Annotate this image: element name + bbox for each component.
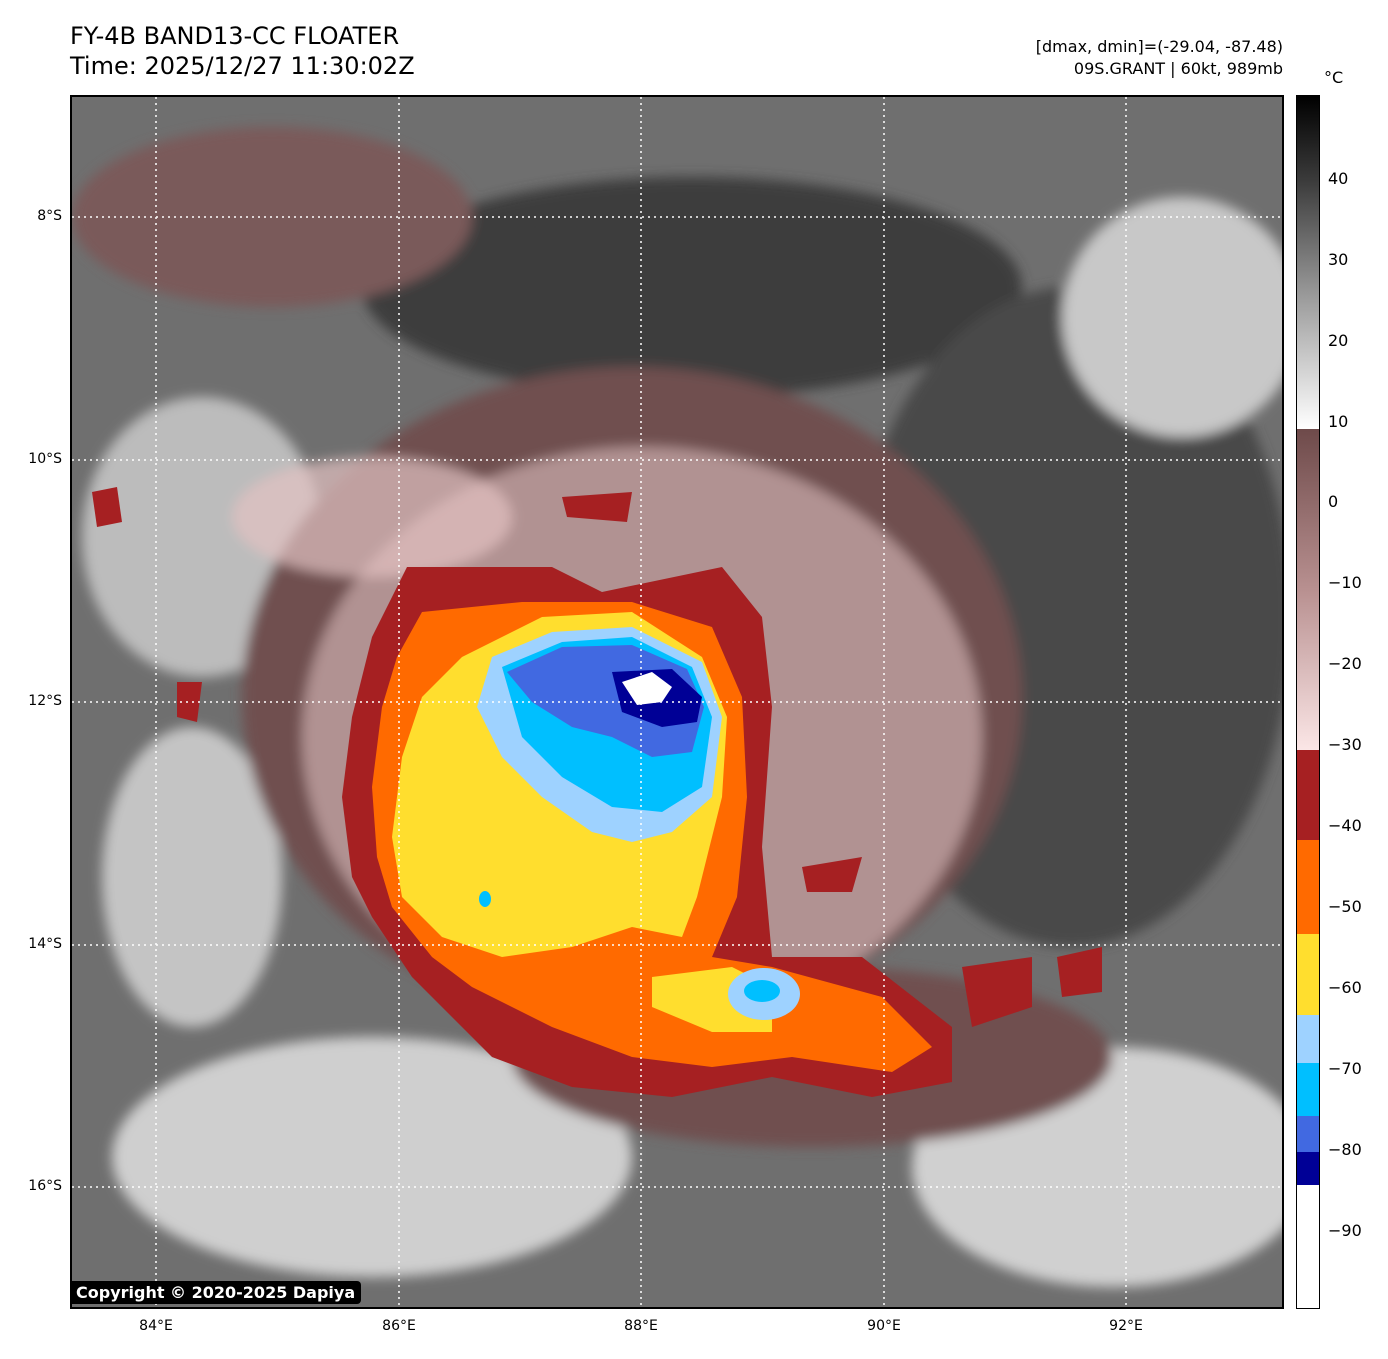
colorbar-tick: −90	[1328, 1221, 1362, 1240]
dmax-dmin-readout: [dmax, dmin]=(-29.04, -87.48)	[1035, 37, 1283, 56]
lon-label-86e: 86°E	[382, 1318, 416, 1334]
lat-label-16s: 16°S	[28, 1178, 62, 1194]
colorbar-tick: 10	[1328, 412, 1349, 431]
satellite-imagery	[72, 97, 1282, 1307]
colorbar-tick: −60	[1328, 978, 1362, 997]
copyright-notice: Copyright © 2020-2025 Dapiya	[70, 1281, 362, 1304]
lon-label-90e: 90°E	[867, 1318, 901, 1334]
colorbar-tick: −20	[1328, 654, 1362, 673]
lat-label-14s: 14°S	[28, 936, 62, 952]
lon-label-84e: 84°E	[139, 1318, 173, 1334]
colorbar	[1296, 95, 1320, 1309]
colorbar-tick: 40	[1328, 169, 1349, 188]
colorbar-tick: −80	[1328, 1140, 1362, 1159]
time-stamp: Time: 2025/12/27 11:30:02Z	[70, 52, 415, 80]
satellite-map	[70, 95, 1284, 1309]
storm-info: 09S.GRANT | 60kt, 989mb	[1073, 59, 1283, 78]
storm-convection	[92, 487, 1102, 1097]
lat-label-12s: 12°S	[28, 693, 62, 709]
colorbar-tick: −40	[1328, 816, 1362, 835]
colorbar-tick: 30	[1328, 250, 1349, 269]
colorbar-tick: −50	[1328, 897, 1362, 916]
colorbar-unit: °C	[1324, 68, 1344, 87]
chart-title: FY-4B BAND13-CC FLOATER	[70, 22, 400, 50]
colorbar-tick: −30	[1328, 735, 1362, 754]
lat-lon-grid	[72, 97, 1282, 1307]
lat-label-10s: 10°S	[28, 451, 62, 467]
colorbar-tick: 0	[1328, 492, 1339, 511]
lon-label-88e: 88°E	[624, 1318, 658, 1334]
colorbar-gradient	[1297, 96, 1319, 1308]
lon-label-92e: 92°E	[1109, 1318, 1143, 1334]
colorbar-tick: −10	[1328, 573, 1362, 592]
lat-label-8s: 8°S	[37, 208, 62, 224]
colorbar-tick: 20	[1328, 331, 1349, 350]
colorbar-tick: −70	[1328, 1059, 1362, 1078]
